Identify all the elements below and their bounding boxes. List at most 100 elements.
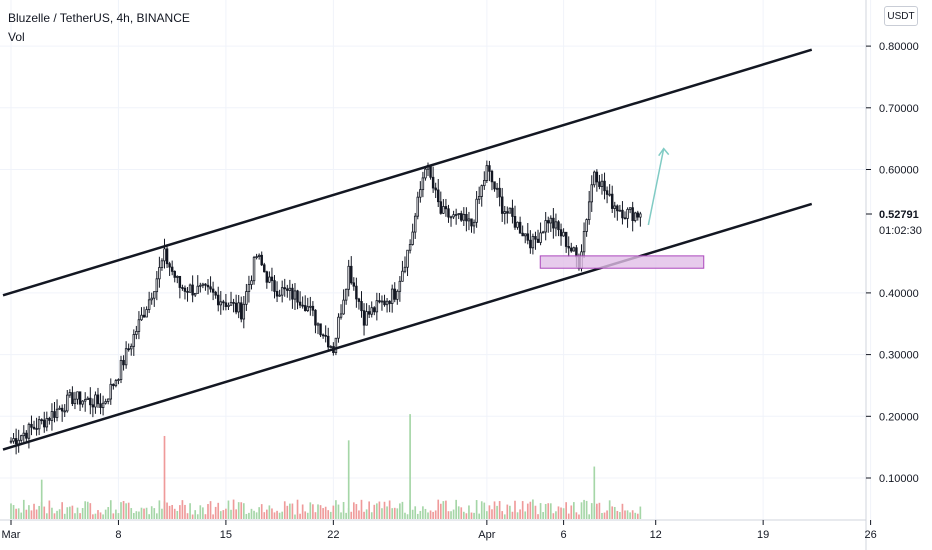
candle-body [278, 294, 281, 297]
drawings[interactable] [2, 48, 813, 451]
volume-bar [509, 505, 511, 519]
volume-bar [56, 510, 58, 519]
volume-bar [237, 502, 240, 519]
volume-bar [143, 508, 145, 519]
candle-body [490, 170, 494, 183]
price-tick-label: 0.80000 [879, 41, 919, 53]
candle-body [454, 214, 458, 216]
volume-bar [235, 509, 237, 519]
candle-body [273, 280, 276, 292]
volume-bar [601, 512, 603, 519]
candle-body [388, 300, 391, 304]
currency-button[interactable]: USDT [884, 6, 918, 26]
volume-bar [363, 511, 365, 519]
volume-bar [35, 509, 38, 519]
volume-bar [516, 512, 519, 519]
candle-body [32, 426, 36, 429]
volume-bar [304, 511, 307, 519]
volume-bar [416, 513, 419, 519]
volume-bar [317, 504, 319, 519]
time-tick-label: Apr [478, 529, 495, 541]
candle-body [408, 244, 412, 251]
volume-bar [358, 510, 360, 519]
volume-legend: Vol [8, 30, 25, 44]
volume-bar [28, 505, 30, 519]
candle-body [270, 276, 274, 282]
volume-bar [552, 513, 555, 519]
candle-body [127, 348, 130, 351]
candle-body [81, 400, 84, 405]
candle-body [393, 288, 396, 300]
channel-upper-line[interactable] [2, 48, 813, 297]
candle-body [170, 266, 174, 272]
candle-body [37, 419, 41, 430]
candle-body [447, 208, 450, 218]
candle-body [140, 314, 143, 321]
volume-bar [547, 503, 550, 519]
candle-body [55, 408, 59, 418]
volume-bar [340, 512, 342, 519]
volume-bar [166, 502, 168, 519]
candle-body [500, 196, 504, 214]
candle-body [94, 394, 97, 408]
volume-bar [22, 499, 25, 519]
volume-bar [376, 503, 378, 519]
volume-bar [526, 503, 529, 519]
candle-body [373, 307, 376, 313]
candle-body [334, 337, 338, 353]
candle-body [40, 419, 43, 422]
time-axis[interactable]: Mar 8 15 22 Apr 6 12 19 26 [2, 520, 877, 541]
target-arrow[interactable] [647, 148, 665, 226]
candle-body [344, 288, 348, 301]
candle-body [60, 407, 64, 412]
volume-bar [634, 512, 637, 519]
volume-bar [115, 509, 117, 519]
candle-body [316, 323, 320, 326]
volume-bar [422, 506, 424, 519]
volume-bar [289, 503, 291, 519]
candle-body [531, 236, 535, 249]
support-zone-rect[interactable] [539, 255, 705, 269]
candle-body [245, 291, 248, 305]
volume-bar [498, 501, 501, 519]
candle-body [385, 300, 389, 306]
price-tick-label: 0.20000 [879, 411, 919, 423]
volume-bar [97, 510, 99, 519]
volume-bar [15, 508, 17, 519]
candle-body [380, 300, 384, 303]
candle-body [112, 383, 115, 387]
volume-bar [583, 499, 585, 519]
candle-body [288, 287, 292, 291]
candle-body [99, 403, 102, 408]
candle-body [600, 180, 604, 187]
volume-bar [542, 512, 544, 519]
volume-bar [107, 507, 110, 519]
volume-bar [562, 508, 565, 519]
candle-body [20, 435, 23, 441]
candle-body [472, 221, 476, 227]
volume-bar [314, 512, 317, 519]
candle-body [265, 271, 269, 283]
volume-bar [194, 510, 197, 519]
volume-bar [99, 512, 102, 519]
price-axis[interactable]: 0.10000 0.20000 0.30000 0.40000 0.60000 0.700… [866, 41, 919, 485]
volume-bar [219, 511, 222, 519]
candle-body [347, 265, 350, 290]
volume-bar [312, 504, 314, 519]
volume-spike-bar [593, 466, 596, 519]
volume-bar [475, 500, 478, 519]
candle-body [549, 217, 553, 224]
volume-bar [532, 499, 534, 519]
volume-bar [207, 504, 209, 519]
candle-body [618, 209, 622, 212]
candle-body [401, 270, 404, 282]
volume-bar [588, 514, 591, 519]
candle-body [204, 283, 207, 286]
volume-bar [565, 502, 567, 519]
candle-body [260, 254, 263, 266]
channel-lower-line[interactable] [2, 202, 813, 451]
candle-body [585, 219, 588, 232]
volume-bar [629, 512, 631, 519]
volume-bar [51, 507, 53, 519]
